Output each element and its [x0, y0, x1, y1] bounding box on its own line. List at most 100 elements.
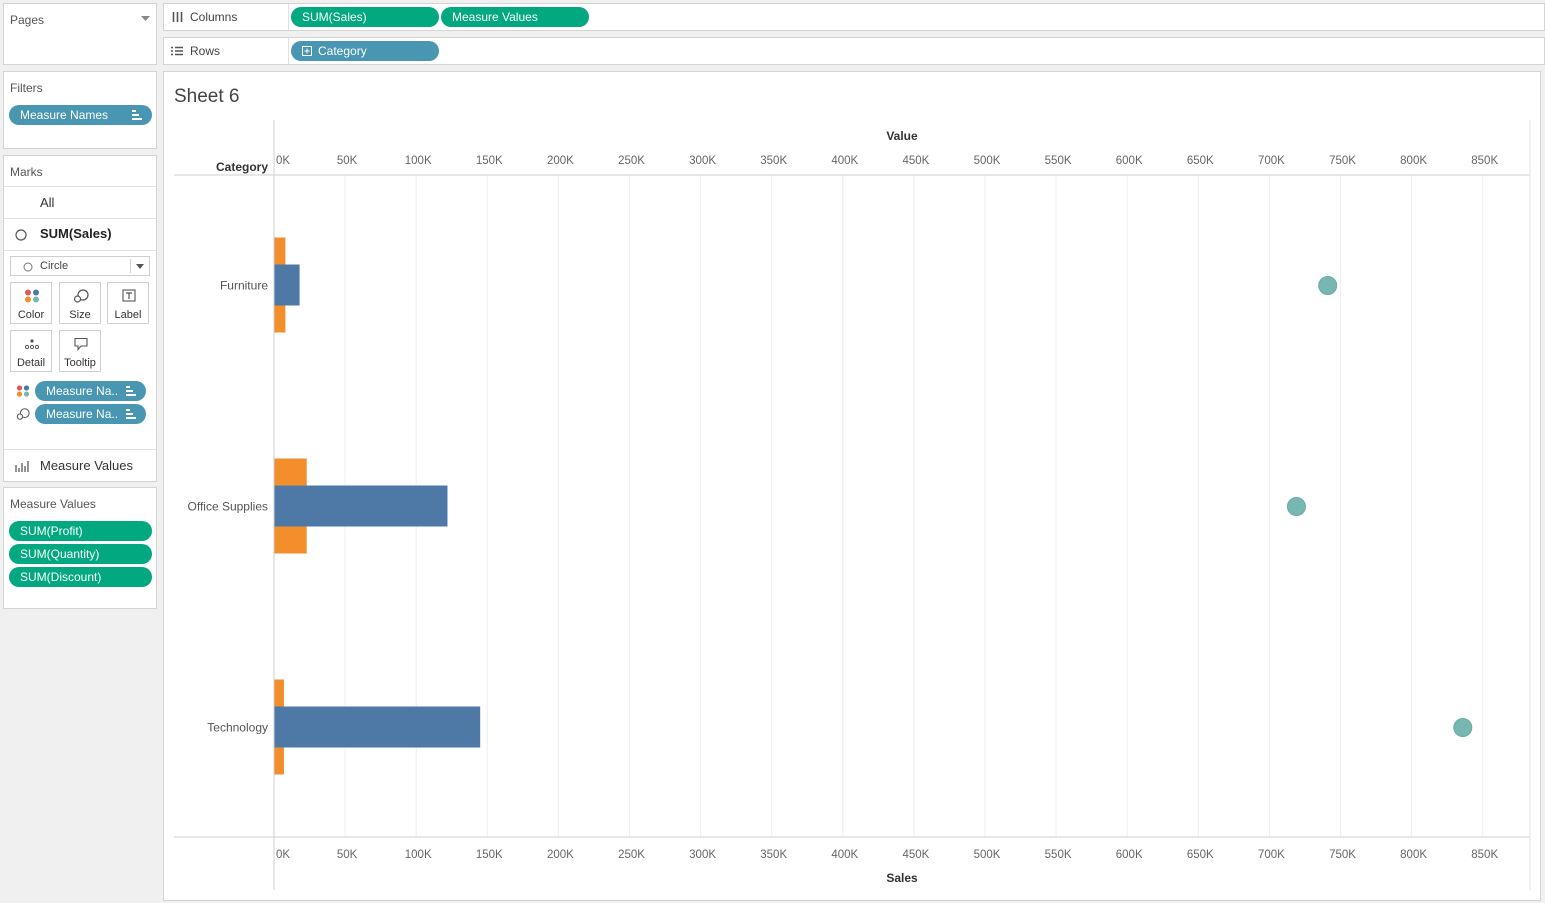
row-header-title: Category: [216, 160, 268, 174]
marks-all-tab[interactable]: All: [4, 187, 156, 219]
top-tick-label: 600K: [1116, 155, 1143, 167]
filters-card[interactable]: Filters Measure Names: [3, 71, 157, 149]
marks-measure-values-tab[interactable]: Measure Values: [4, 449, 156, 481]
marks-layer-label: SUM(Sales): [40, 226, 112, 241]
bottom-tick-label: 450K: [902, 849, 929, 861]
bottom-tick-label: 650K: [1187, 849, 1214, 861]
marks-layer-tab[interactable]: SUM(Sales): [4, 219, 156, 251]
top-tick-label: 100K: [405, 155, 432, 167]
rows-pill-category[interactable]: Category: [291, 41, 439, 61]
size-encoding-label: Measure Na..: [46, 407, 119, 421]
tooltip-button-label: Tooltip: [64, 357, 96, 369]
rows-shelf-label: Rows: [164, 38, 289, 64]
detail-button-label: Detail: [16, 357, 46, 369]
label-icon: [122, 289, 136, 302]
bottom-tick-label: 50K: [337, 849, 358, 861]
profit-bar: [274, 485, 448, 527]
left-panel: Pages Filters Measure Names Marks All SU…: [0, 0, 160, 903]
profit-bar: [274, 706, 481, 748]
columns-pill-sum-sales[interactable]: SUM(Sales): [291, 7, 439, 27]
size-encoding-pill[interactable]: Measure Na..: [35, 404, 146, 424]
marks-card: Marks All SUM(Sales) Circle Color Size L…: [3, 155, 157, 482]
sort-icon: [132, 110, 142, 120]
bottom-tick-label: 700K: [1258, 849, 1285, 861]
bottom-axis-title: Sales: [886, 871, 918, 885]
columns-icon: [172, 12, 183, 22]
bottom-tick-label: 500K: [974, 849, 1001, 861]
category-label: Furniture: [220, 279, 268, 293]
measure-pill-discount[interactable]: SUM(Discount): [9, 567, 152, 587]
bottom-tick-label: 600K: [1116, 849, 1143, 861]
pages-card[interactable]: Pages: [3, 3, 157, 65]
tooltip-button[interactable]: Tooltip: [59, 330, 101, 372]
bottom-tick-label: 350K: [760, 849, 787, 861]
columns-shelf[interactable]: Columns SUM(Sales) Measure Values: [163, 3, 1545, 31]
top-tick-label: 450K: [902, 155, 929, 167]
top-tick-label: 400K: [831, 155, 858, 167]
bottom-tick-label: 850K: [1471, 849, 1498, 861]
measure-pill-quantity[interactable]: SUM(Quantity): [9, 544, 152, 564]
pages-title: Pages: [10, 13, 45, 27]
top-tick-label: 200K: [547, 155, 574, 167]
marks-title: Marks: [4, 156, 156, 187]
mark-type-dropdown[interactable]: Circle: [10, 256, 150, 276]
label-button-label: Label: [114, 309, 142, 321]
columns-label-text: Columns: [190, 10, 238, 24]
sales-point: [1453, 718, 1473, 737]
filter-pill-measure-names[interactable]: Measure Names: [9, 105, 152, 125]
sales-point: [1286, 497, 1306, 516]
circle-icon: [15, 229, 27, 241]
marks-measure-values-label: Measure Values: [40, 458, 133, 473]
top-tick-label: 50K: [337, 155, 358, 167]
detail-button[interactable]: Detail: [10, 330, 52, 372]
filter-pill-label: Measure Names: [20, 108, 109, 122]
size-icon: [73, 289, 89, 303]
color-button-label: Color: [17, 309, 45, 321]
sheet-title[interactable]: Sheet 6: [174, 86, 240, 107]
top-tick-label: 800K: [1400, 155, 1427, 167]
measure-values-card: Measure Values SUM(Profit) SUM(Quantity)…: [3, 487, 157, 609]
columns-pill-measure-values[interactable]: Measure Values: [441, 7, 589, 27]
measure-values-title: Measure Values: [10, 497, 96, 511]
chevron-down-icon[interactable]: [141, 16, 150, 22]
label-button[interactable]: Label: [107, 282, 149, 324]
top-tick-label: 300K: [689, 155, 716, 167]
bottom-tick-label: 200K: [547, 849, 574, 861]
top-tick-label: 0K: [276, 155, 290, 167]
top-tick-label: 650K: [1187, 155, 1214, 167]
mark-type-label: Circle: [40, 260, 69, 272]
bottom-tick-label: 100K: [405, 849, 432, 861]
top-tick-label: 500K: [974, 155, 1001, 167]
chart: 0K 0K 50K 50K 100K 100K 150K 150K 200K 200K 250K 25…: [174, 120, 1531, 890]
bottom-tick-label: 550K: [1045, 849, 1072, 861]
color-encoding-pill[interactable]: Measure Na..: [35, 381, 146, 401]
dropdown-divider: [130, 259, 131, 273]
columns-shelf-label: Columns: [164, 4, 289, 30]
color-button[interactable]: Color: [10, 282, 52, 324]
color-icon: [25, 289, 39, 303]
rows-shelf[interactable]: Rows Category: [163, 37, 1545, 65]
measure-pill-label: SUM(Quantity): [20, 547, 100, 561]
bottom-tick-label: 0K: [276, 849, 290, 861]
tooltip-icon: [74, 337, 88, 351]
bottom-tick-label: 750K: [1329, 849, 1356, 861]
top-tick-label: 850K: [1471, 155, 1498, 167]
color-encoding-label: Measure Na..: [46, 384, 119, 398]
top-tick-label: 550K: [1045, 155, 1072, 167]
rows-pill-label: Category: [318, 44, 367, 58]
measure-pill-profit[interactable]: SUM(Profit): [9, 521, 152, 541]
measure-pill-label: SUM(Profit): [20, 524, 83, 538]
bottom-tick-label: 400K: [831, 849, 858, 861]
size-button[interactable]: Size: [59, 282, 101, 324]
color-icon: [16, 385, 30, 397]
profit-bar: [274, 264, 300, 306]
expand-icon[interactable]: [302, 46, 312, 56]
category-label: Office Supplies: [188, 500, 269, 514]
sort-icon: [126, 409, 136, 419]
top-tick-label: 700K: [1258, 155, 1285, 167]
bottom-tick-label: 250K: [618, 849, 645, 861]
marks-all-label: All: [40, 195, 55, 210]
top-tick-label: 350K: [760, 155, 787, 167]
detail-icon: [24, 339, 40, 350]
sort-icon: [126, 386, 136, 396]
